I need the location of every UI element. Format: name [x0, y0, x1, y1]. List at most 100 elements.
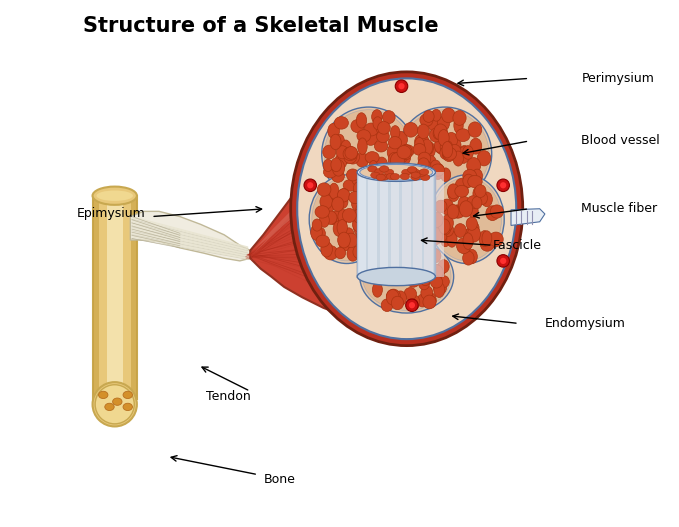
Ellipse shape: [414, 270, 426, 282]
Ellipse shape: [440, 141, 453, 153]
Ellipse shape: [418, 124, 429, 139]
Ellipse shape: [379, 262, 389, 276]
Ellipse shape: [391, 296, 403, 310]
Ellipse shape: [430, 267, 441, 282]
Ellipse shape: [418, 152, 430, 165]
Ellipse shape: [357, 267, 435, 286]
Ellipse shape: [420, 274, 430, 286]
Ellipse shape: [92, 187, 137, 205]
Ellipse shape: [398, 107, 492, 201]
Ellipse shape: [364, 126, 377, 140]
Ellipse shape: [365, 152, 379, 163]
Ellipse shape: [438, 260, 449, 273]
Ellipse shape: [433, 279, 447, 295]
Ellipse shape: [439, 276, 449, 287]
Ellipse shape: [489, 232, 503, 247]
Ellipse shape: [452, 206, 465, 218]
Ellipse shape: [428, 116, 443, 132]
Ellipse shape: [470, 138, 481, 154]
Ellipse shape: [363, 130, 378, 145]
Ellipse shape: [337, 232, 350, 248]
Ellipse shape: [440, 146, 454, 160]
Text: Fascicle: Fascicle: [493, 239, 542, 252]
Ellipse shape: [464, 229, 475, 245]
Ellipse shape: [402, 169, 411, 175]
Ellipse shape: [346, 232, 356, 245]
Ellipse shape: [399, 263, 411, 276]
Ellipse shape: [374, 140, 388, 152]
Text: Tendon: Tendon: [206, 390, 251, 403]
Text: Blood vessel: Blood vessel: [581, 134, 660, 148]
Ellipse shape: [320, 241, 333, 257]
Ellipse shape: [352, 217, 364, 232]
Ellipse shape: [454, 223, 466, 238]
Ellipse shape: [372, 200, 384, 212]
Ellipse shape: [354, 192, 366, 204]
Ellipse shape: [421, 286, 433, 299]
Ellipse shape: [488, 236, 498, 248]
Ellipse shape: [458, 196, 470, 211]
Ellipse shape: [429, 128, 442, 142]
Ellipse shape: [335, 134, 344, 148]
Ellipse shape: [390, 153, 404, 169]
Ellipse shape: [368, 166, 377, 172]
Ellipse shape: [343, 146, 356, 162]
Ellipse shape: [375, 169, 384, 175]
Ellipse shape: [441, 221, 451, 235]
Ellipse shape: [390, 150, 404, 162]
Circle shape: [92, 382, 137, 426]
Ellipse shape: [360, 164, 433, 180]
Ellipse shape: [353, 245, 365, 259]
Ellipse shape: [315, 206, 329, 218]
Ellipse shape: [397, 150, 411, 165]
Ellipse shape: [441, 223, 454, 237]
Ellipse shape: [380, 174, 389, 180]
Circle shape: [307, 182, 314, 189]
Ellipse shape: [354, 220, 364, 235]
Ellipse shape: [376, 122, 388, 135]
Ellipse shape: [328, 123, 340, 139]
Polygon shape: [130, 196, 137, 399]
Ellipse shape: [394, 291, 407, 306]
Ellipse shape: [434, 282, 445, 297]
Ellipse shape: [344, 149, 357, 163]
Ellipse shape: [420, 246, 435, 260]
Ellipse shape: [346, 169, 359, 181]
Ellipse shape: [369, 166, 380, 179]
Ellipse shape: [312, 219, 322, 231]
Ellipse shape: [477, 151, 491, 166]
Ellipse shape: [441, 215, 454, 231]
Text: Perimysium: Perimysium: [581, 72, 655, 85]
Ellipse shape: [457, 183, 466, 195]
Ellipse shape: [355, 184, 365, 200]
Ellipse shape: [415, 134, 429, 149]
Ellipse shape: [323, 199, 335, 212]
Ellipse shape: [320, 194, 333, 209]
Ellipse shape: [337, 189, 350, 202]
Ellipse shape: [343, 147, 357, 161]
Ellipse shape: [467, 249, 477, 264]
Ellipse shape: [344, 228, 354, 243]
Ellipse shape: [349, 191, 361, 203]
Ellipse shape: [472, 169, 483, 182]
Ellipse shape: [443, 147, 456, 162]
Ellipse shape: [331, 170, 344, 182]
Ellipse shape: [346, 150, 359, 164]
Ellipse shape: [486, 206, 499, 221]
Ellipse shape: [473, 187, 483, 201]
Ellipse shape: [437, 116, 449, 131]
Ellipse shape: [359, 183, 371, 198]
Polygon shape: [424, 172, 433, 277]
Ellipse shape: [353, 182, 364, 198]
Ellipse shape: [356, 153, 369, 167]
Ellipse shape: [387, 144, 399, 160]
Ellipse shape: [105, 403, 114, 411]
Ellipse shape: [395, 151, 407, 163]
Polygon shape: [380, 172, 388, 277]
Ellipse shape: [434, 124, 447, 140]
Ellipse shape: [466, 158, 481, 173]
Ellipse shape: [482, 231, 492, 246]
Ellipse shape: [411, 174, 420, 180]
Ellipse shape: [384, 169, 394, 175]
Circle shape: [500, 258, 507, 264]
